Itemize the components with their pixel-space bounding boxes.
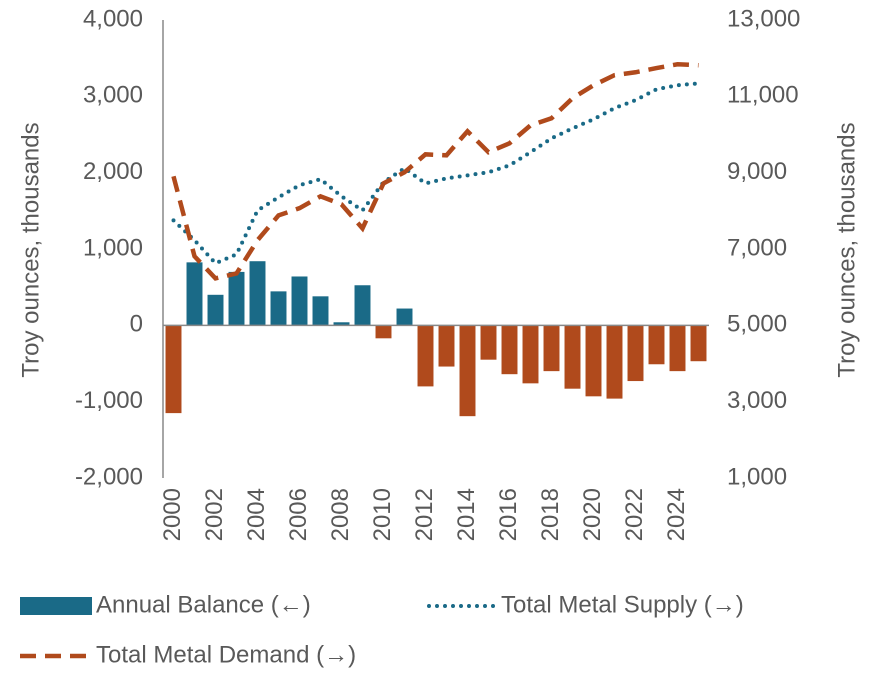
bar — [564, 325, 581, 389]
y-tick-label: 3,000 — [83, 82, 143, 109]
bar — [249, 261, 266, 326]
y2-tick-label: 1,000 — [727, 463, 787, 490]
bar — [354, 285, 371, 326]
y-tick-label: 4,000 — [83, 5, 143, 32]
bar — [270, 291, 287, 326]
bar — [606, 325, 623, 399]
line — [171, 62, 699, 281]
y-tick-label: -1,000 — [75, 387, 143, 414]
x-tick-label: 2024 — [663, 488, 690, 541]
bar — [690, 325, 707, 362]
x-tick-label: 2010 — [369, 488, 396, 541]
y2-tick-label: 3,000 — [727, 387, 787, 414]
x-tick-label: 2022 — [621, 488, 648, 541]
bar — [522, 325, 539, 384]
x-tick-label: 2020 — [579, 488, 606, 541]
bar — [480, 325, 497, 360]
bar — [648, 325, 665, 365]
y2-tick-label: 11,000 — [727, 82, 799, 109]
bar — [312, 296, 329, 326]
bar — [627, 325, 644, 382]
legend-label: Total Metal Demand (→) — [96, 641, 356, 668]
x-tick-label: 2018 — [537, 488, 564, 541]
bar — [291, 276, 308, 326]
bar — [333, 322, 350, 326]
bar — [417, 325, 434, 387]
bar — [375, 325, 392, 339]
y-tick-label: 1,000 — [83, 234, 143, 261]
x-tick-label: 2004 — [243, 488, 270, 541]
y2-tick-label: 9,000 — [727, 158, 787, 185]
y-tick-label: -2,000 — [75, 463, 143, 490]
x-tick-label: 2002 — [201, 488, 228, 541]
legend-swatch — [20, 597, 92, 615]
x-tick-label: 2016 — [495, 488, 522, 541]
bar — [186, 262, 203, 326]
y-axis-title: Troy ounces, thousands — [17, 122, 44, 377]
bar — [396, 308, 413, 326]
bar — [228, 271, 245, 326]
y2-axis-title: Troy ounces, thousands — [833, 122, 860, 377]
y-tick-label: 2,000 — [83, 158, 143, 185]
x-tick-label: 2012 — [411, 488, 438, 541]
x-tick-label: 2014 — [453, 488, 480, 541]
bar — [207, 294, 224, 326]
x-tick-label: 2008 — [327, 488, 354, 541]
x-tick-label: 2000 — [159, 488, 186, 541]
line — [171, 81, 701, 266]
legend-label: Total Metal Supply (→) — [501, 591, 744, 618]
bar — [543, 325, 560, 372]
y2-tick-label: 7,000 — [727, 234, 787, 261]
bar — [669, 325, 686, 372]
y2-tick-label: 13,000 — [727, 5, 800, 32]
legend-label: Annual Balance (←) — [96, 591, 311, 618]
bar — [459, 325, 476, 417]
bar — [438, 325, 455, 367]
bar — [501, 325, 518, 375]
y2-tick-label: 5,000 — [727, 311, 787, 338]
bar — [165, 325, 182, 414]
bar — [585, 325, 602, 397]
y-tick-label: 0 — [130, 311, 143, 338]
x-tick-label: 2006 — [285, 488, 312, 541]
